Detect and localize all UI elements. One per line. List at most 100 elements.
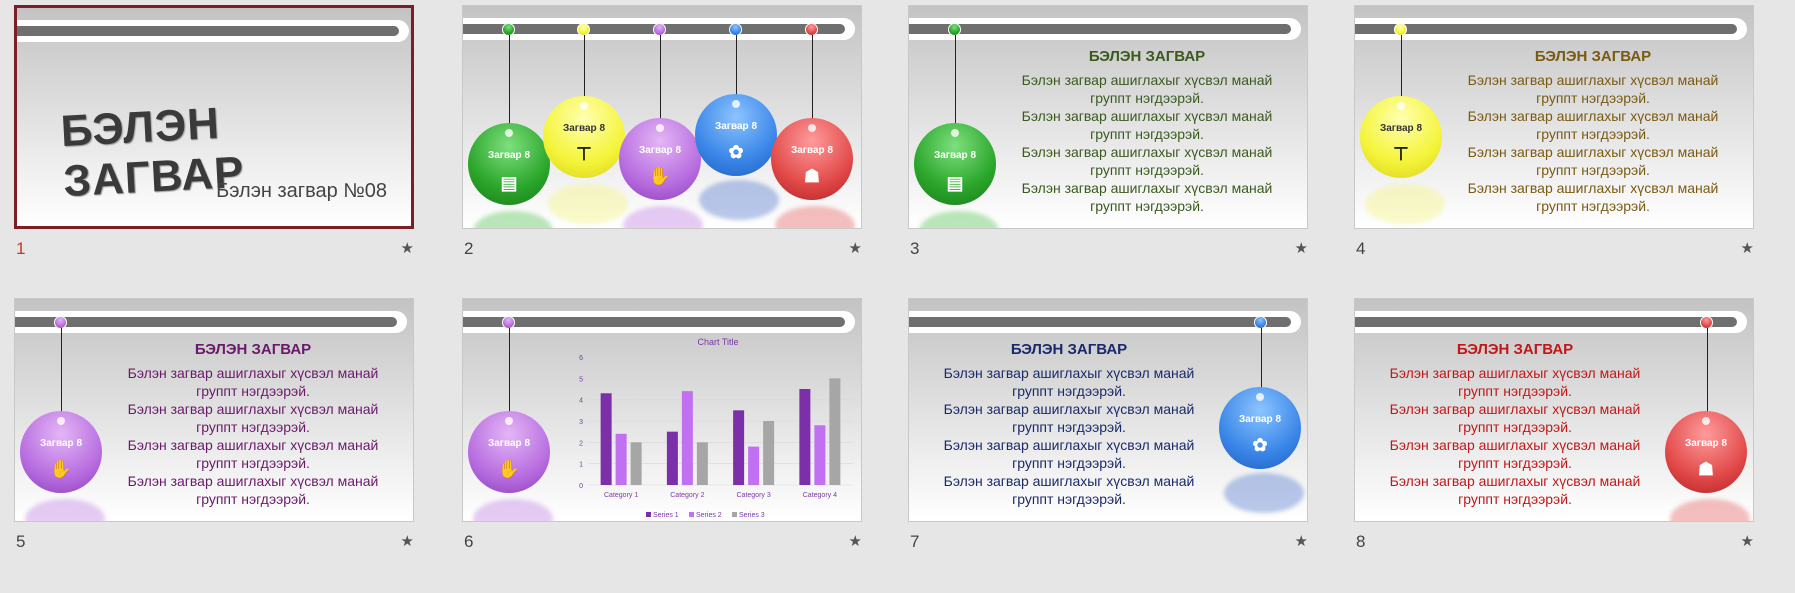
bar (829, 378, 841, 485)
team-icon: ☗ (803, 166, 821, 186)
ball-red: Загвар 8 ☗ (1665, 411, 1747, 493)
bar (814, 425, 826, 485)
slide-5-canvas[interactable]: Загвар 8 ✋ БЭЛЭН ЗАГВАР Бэлэн загвар ашиг… (14, 298, 414, 522)
slide-heading: БЭЛЭН ЗАГВАР (1088, 48, 1206, 65)
slide-number: 4 (1356, 239, 1366, 258)
bar (799, 389, 811, 485)
legend-entry: Series 3 (739, 512, 765, 519)
text-block: БЭЛЭН ЗАГВАР Бэлэн загвар ашиглахыг хүсв… (924, 341, 1214, 508)
ball-red: Загвар 8 ☗ (771, 118, 853, 200)
x-tick-label: Category 2 (670, 492, 704, 499)
ball-yellow: Загвар 8 ⊤ (543, 96, 625, 178)
star-icon[interactable]: ★ (848, 240, 862, 257)
y-tick-label: 6 (579, 355, 583, 362)
slide-thumbnail-3[interactable]: Загвар 8 ▤ БЭЛЭН ЗАГВАР Бэлэн загвар ашиг… (908, 5, 1310, 259)
timeline-rail (1355, 311, 1747, 333)
legend-swatch (689, 512, 694, 517)
star-icon[interactable]: ★ (400, 240, 414, 257)
teamwork-icon: ✋ (497, 459, 521, 479)
slide-7-canvas[interactable]: Загвар 8 ✿ БЭЛЭН ЗАГВАР Бэлэн загвар ашиг… (908, 298, 1308, 522)
legend-swatch (732, 512, 737, 517)
bar (733, 410, 745, 485)
slide-heading: БЭЛЭН ЗАГВАР (1534, 48, 1652, 65)
checklist-icon: ▤ (946, 173, 964, 193)
pin-blue (729, 23, 742, 36)
slide-heading: БЭЛЭН ЗАГВАР (1010, 341, 1128, 358)
timeline-rail (1355, 18, 1747, 40)
slide-3-canvas[interactable]: Загвар 8 ▤ БЭЛЭН ЗАГВАР Бэлэн загвар ашиг… (908, 5, 1308, 229)
slide-number: 7 (910, 532, 920, 551)
pin-green (502, 23, 515, 36)
text-block: БЭЛЭН ЗАГВАР Бэлэн загвар ашиглахыг хүсв… (1453, 48, 1733, 215)
slide-number: 2 (464, 239, 474, 258)
legend-entry: Series 2 (696, 512, 722, 519)
slide-heading: БЭЛЭН ЗАГВАР (194, 341, 312, 358)
legend-swatch (646, 512, 651, 517)
star-icon[interactable]: ★ (848, 533, 862, 550)
slide-thumbnail-7[interactable]: Загвар 8 ✿ БЭЛЭН ЗАГВАР Бэлэн загвар ашиг… (908, 298, 1310, 552)
ball-purple: Загвар 8 ✋ (468, 411, 550, 493)
star-icon[interactable]: ★ (1294, 533, 1308, 550)
slide-number: 5 (16, 532, 26, 551)
chart-title: Chart Title (697, 337, 738, 347)
slide-number: 6 (464, 532, 474, 551)
ball-blue: Загвар 8 ✿ (695, 94, 777, 176)
timeline-rail (15, 311, 407, 333)
y-tick-label: 5 (579, 376, 583, 383)
slide-8-canvas[interactable]: Загвар 8 ☗ БЭЛЭН ЗАГВАР Бэлэн загвар ашиг… (1354, 298, 1754, 522)
timeline-rail (17, 20, 409, 42)
slide-thumbnail-8[interactable]: Загвар 8 ☗ БЭЛЭН ЗАГВАР Бэлэн загвар ашиг… (1354, 298, 1756, 552)
bar (681, 391, 693, 485)
slide-number: 8 (1356, 532, 1366, 551)
star-icon[interactable]: ★ (1740, 240, 1754, 257)
slide-thumbnail-6[interactable]: Загвар 8 ✋ Chart Title 0 1 2 3 4 5 6 Category 1 Ca… (462, 298, 864, 552)
teamwork-icon: ✋ (648, 166, 672, 186)
bar (748, 446, 760, 485)
slide-number: 3 (910, 239, 920, 258)
team-icon: ☗ (1697, 459, 1715, 479)
star-icon[interactable]: ★ (400, 533, 414, 550)
teamwork-icon: ✋ (49, 459, 73, 479)
pin-blue (1254, 316, 1267, 329)
slide-thumbnail-1[interactable]: БЭЛЭН ЗАГВАР Бэлэн загвар №08 1 ★ (14, 5, 416, 259)
org-chart-icon: ⊤ (1393, 144, 1409, 164)
star-icon[interactable]: ★ (1294, 240, 1308, 257)
slide-thumbnail-2[interactable]: Загвар 8 ▤ Загвар 8 ⊤ Загвар 8 ✋ Загвар 8 ✿ … (462, 5, 864, 259)
ball-purple: Загвар 8 ✋ (619, 118, 701, 200)
timeline-rail (909, 311, 1301, 333)
slide-4-canvas[interactable]: Загвар 8 ⊤ БЭЛЭН ЗАГВАР Бэлэн загвар ашиг… (1354, 5, 1754, 229)
pin-yellow (1394, 23, 1407, 36)
slide-2-canvas[interactable]: Загвар 8 ▤ Загвар 8 ⊤ Загвар 8 ✋ Загвар 8 ✿ … (462, 5, 862, 229)
slide-thumbnail-4[interactable]: Загвар 8 ⊤ БЭЛЭН ЗАГВАР Бэлэн загвар ашиг… (1354, 5, 1756, 259)
ball-blue: Загвар 8 ✿ (1219, 387, 1301, 469)
timeline-rail (909, 18, 1301, 40)
ball-purple: Загвар 8 ✋ (20, 411, 102, 493)
pin-purple (502, 316, 515, 329)
star-icon[interactable]: ★ (1740, 533, 1754, 550)
x-tick-label: Category 4 (803, 492, 837, 499)
ball-green: Загвар 8 ▤ (468, 123, 550, 205)
x-tick-label: Category 3 (737, 492, 771, 499)
slide-6-canvas[interactable]: Загвар 8 ✋ Chart Title 0 1 2 3 4 5 6 Category 1 Ca… (462, 298, 862, 522)
legend-entry: Series 1 (653, 512, 679, 519)
y-tick-label: 2 (579, 440, 583, 447)
text-block: БЭЛЭН ЗАГВАР Бэлэн загвар ашиглахыг хүсв… (1370, 341, 1660, 508)
y-tick-label: 1 (579, 462, 583, 469)
slide-thumbnail-5[interactable]: Загвар 8 ✋ БЭЛЭН ЗАГВАР Бэлэн загвар ашиг… (14, 298, 416, 552)
bar (600, 393, 612, 485)
timeline-rail (463, 311, 855, 333)
bar-chart: Chart Title 0 1 2 3 4 5 6 Category 1 Category 2 Ca… (579, 337, 853, 519)
pin-yellow (577, 23, 590, 36)
handshake-icon: ✿ (1252, 435, 1268, 455)
pin-red (805, 23, 818, 36)
slide-subtitle: Бэлэн загвар №08 (216, 180, 387, 202)
slide-1-canvas[interactable]: БЭЛЭН ЗАГВАР Бэлэн загвар №08 (14, 5, 414, 229)
bar (666, 431, 678, 485)
handshake-icon: ✿ (728, 142, 744, 162)
pin-red (1700, 316, 1713, 329)
slide-number: 1 (16, 239, 26, 258)
y-tick-label: 0 (579, 483, 583, 490)
ball-yellow: Загвар 8 ⊤ (1360, 96, 1442, 178)
ball-green: Загвар 8 ▤ (914, 123, 996, 205)
pin-green (948, 23, 961, 36)
